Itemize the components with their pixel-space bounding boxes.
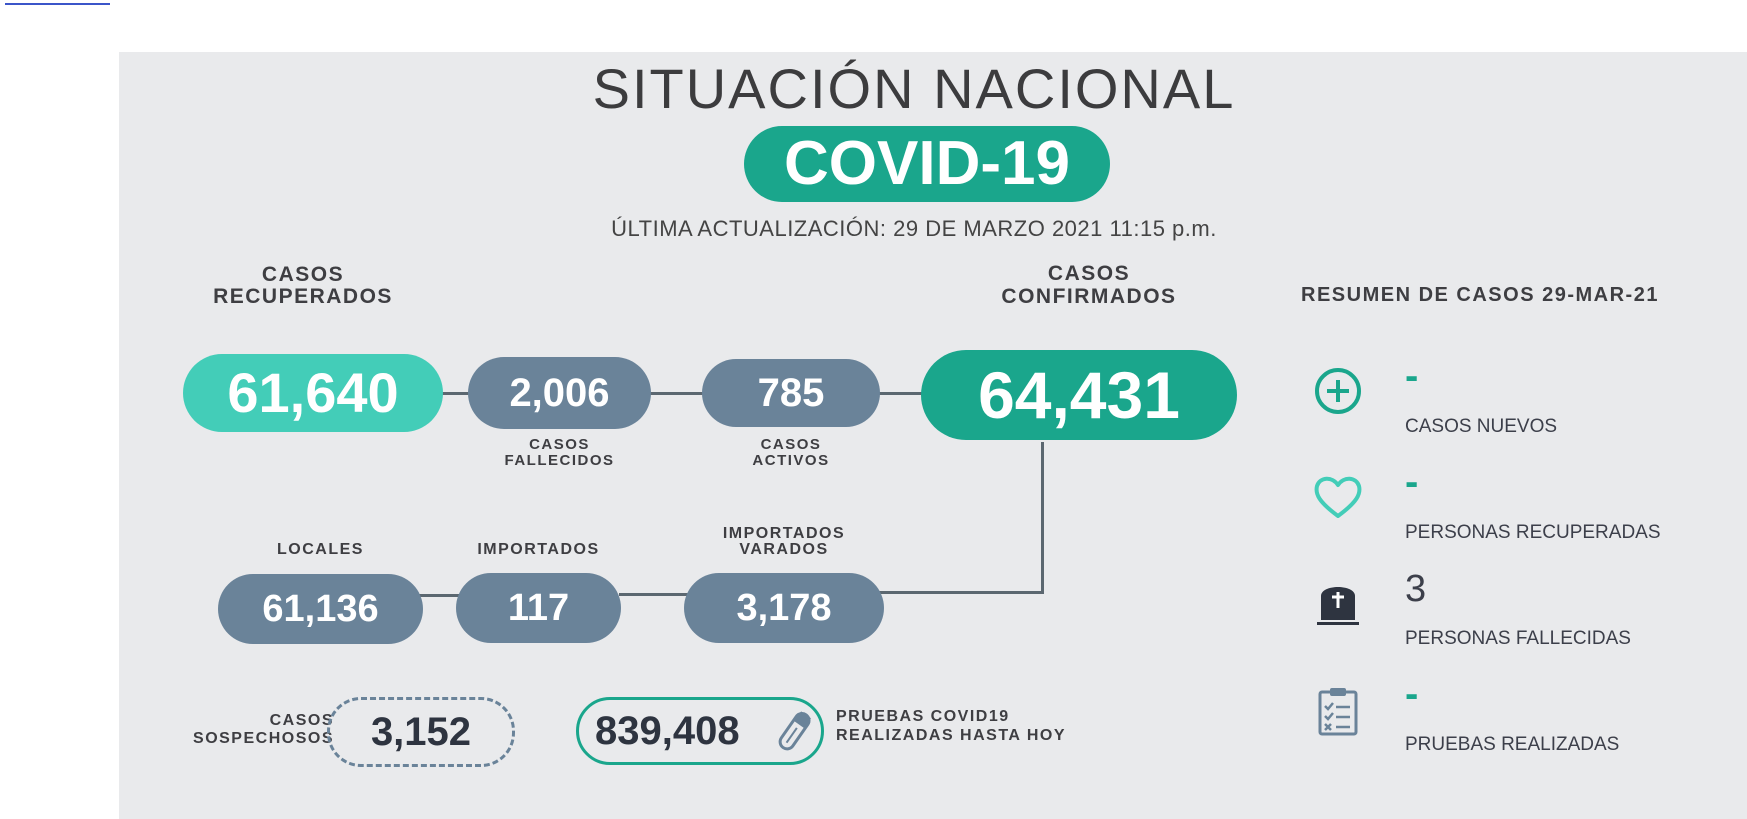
- personas-fallecidas-label: PERSONAS FALLECIDAS: [1405, 628, 1631, 649]
- dashboard-panel: SITUACIÓN NACIONAL COVID-19 ÚLTIMA ACTUA…: [119, 52, 1747, 819]
- fallecidos-label: CASOS FALLECIDOS: [504, 436, 615, 469]
- pruebas-realizadas-value: -: [1405, 672, 1419, 716]
- personas-recuperadas-label: PERSONAS RECUPERADAS: [1405, 522, 1661, 543]
- personas-fallecidas-value: 3: [1405, 568, 1427, 610]
- locales-label: LOCALES: [277, 541, 364, 558]
- importados-value: 117: [456, 573, 621, 643]
- clipboard-checklist-icon: [1318, 688, 1358, 736]
- confirmados-value: 64,431: [921, 350, 1237, 440]
- recuperados-value: 61,640: [183, 354, 443, 432]
- personas-recuperadas-value: -: [1405, 460, 1419, 504]
- connector-line: [874, 591, 1044, 594]
- page-title: SITUACIÓN NACIONAL: [592, 57, 1236, 120]
- activos-label: CASOS ACTIVOS: [752, 436, 830, 469]
- sospechosos-value: 3,152: [327, 697, 515, 767]
- fallecidos-value: 2,006: [468, 357, 651, 429]
- casos-nuevos-label: CASOS NUEVOS: [1405, 416, 1558, 437]
- heart-icon: [1314, 476, 1362, 518]
- test-tube-icon: [778, 711, 811, 751]
- importados-label: IMPORTADOS: [477, 541, 600, 558]
- locales-value: 61,136: [218, 574, 423, 644]
- plus-circle-icon: [1315, 368, 1361, 414]
- confirmados-label: CASOS CONFIRMADOS: [1001, 262, 1177, 308]
- covid-badge: COVID-19: [744, 126, 1110, 202]
- sospechosos-label: CASOS SOSPECHOSOS: [193, 712, 334, 747]
- resumen-title: RESUMEN DE CASOS 29-MAR-21: [1301, 284, 1659, 306]
- activos-value: 785: [702, 359, 880, 427]
- pruebas-realizadas-label: PRUEBAS REALIZADAS: [1405, 734, 1620, 755]
- connector-line: [1041, 442, 1044, 594]
- casos-nuevos-value: -: [1405, 354, 1419, 398]
- recuperados-label: CASOS RECUPERADOS: [213, 263, 393, 308]
- corner-underline: [5, 3, 110, 5]
- pruebas-value: 839,408: [595, 709, 740, 753]
- connector-line: [619, 593, 749, 596]
- pruebas-label: PRUEBAS COVID19 REALIZADAS HASTA HOY: [836, 708, 1066, 744]
- varados-value: 3,178: [684, 573, 884, 643]
- last-update-text: ÚLTIMA ACTUALIZACIÓN: 29 DE MARZO 2021 1…: [611, 216, 1217, 241]
- pruebas-pill: 839,408: [576, 697, 824, 765]
- varados-label: IMPORTADOS VARADOS: [722, 525, 846, 558]
- tombstone-icon: [1317, 587, 1359, 625]
